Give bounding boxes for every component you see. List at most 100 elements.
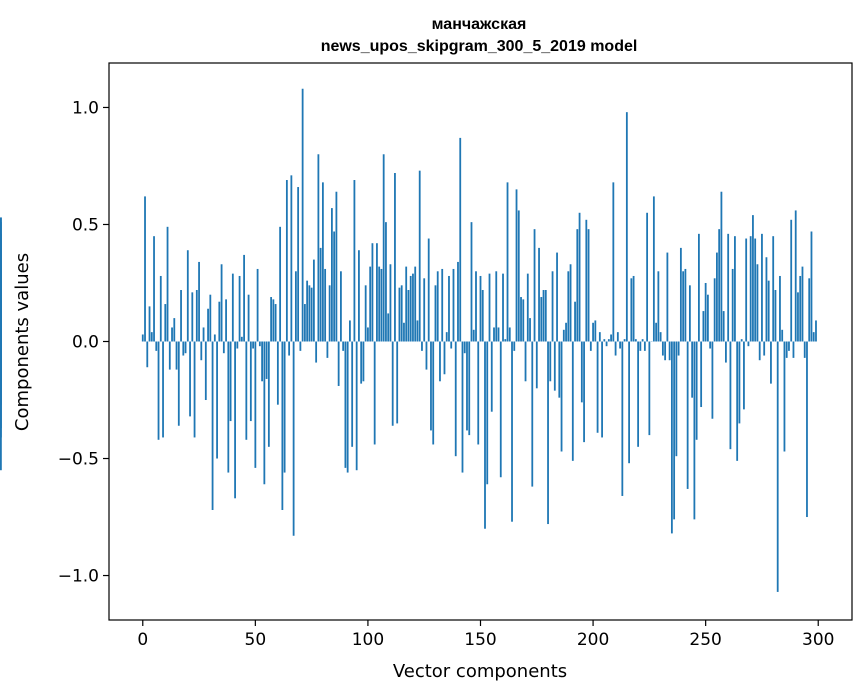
bar: [734, 236, 736, 342]
bar: [281, 341, 284, 510]
bar: [567, 271, 570, 342]
bar: [569, 264, 572, 342]
bar: [225, 299, 227, 342]
bar: [752, 215, 754, 342]
bar: [270, 297, 273, 342]
y-axis-ticks: −1.0 −0.5 0.0 0.5 1.0: [58, 98, 109, 587]
bar: [688, 285, 691, 342]
bar: [812, 332, 815, 342]
bar: [486, 341, 489, 485]
bar: [729, 341, 732, 450]
bar: [186, 250, 189, 342]
bar: [432, 341, 435, 445]
bar: [204, 341, 207, 401]
bar: [673, 341, 676, 520]
bar: [484, 341, 486, 529]
bar: [191, 292, 194, 342]
bar: [407, 290, 410, 342]
bar: [452, 268, 455, 342]
bar: [700, 341, 703, 408]
bar: [317, 154, 320, 342]
bar: [551, 271, 554, 342]
bar: [634, 339, 637, 342]
bar: [794, 210, 797, 342]
bar: [340, 271, 342, 342]
bar: [801, 266, 804, 342]
bar: [675, 341, 678, 457]
bar: [403, 322, 405, 342]
x-tick-label: 300: [802, 630, 834, 650]
bar: [574, 301, 576, 342]
bar: [722, 311, 725, 342]
bar: [621, 341, 624, 496]
bar: [686, 341, 689, 489]
bar: [761, 233, 763, 342]
bar: [276, 341, 279, 405]
bar: [774, 290, 777, 342]
chart-title-line-1: манчажская: [432, 16, 527, 33]
bar: [490, 341, 493, 412]
bar: [756, 264, 759, 342]
bar: [328, 285, 331, 342]
bar: [382, 154, 385, 342]
bar: [310, 287, 313, 342]
bar: [517, 210, 520, 342]
bar: [396, 341, 399, 424]
bar: [218, 301, 221, 342]
bar: [610, 334, 612, 342]
bar: [303, 304, 306, 342]
bar: [479, 275, 482, 342]
bar: [265, 341, 268, 379]
bar: [416, 320, 419, 342]
bar: [0, 233, 2, 342]
bar: [285, 180, 288, 342]
bar: [450, 341, 453, 349]
bar: [263, 341, 266, 485]
bar: [592, 322, 594, 342]
bar: [164, 304, 167, 342]
bar: [506, 182, 509, 342]
bar: [297, 187, 300, 342]
bar: [639, 341, 642, 351]
bar: [312, 259, 315, 342]
bar-series: [0, 88, 817, 592]
bar: [308, 285, 311, 342]
bar: [702, 311, 705, 342]
bar: [153, 236, 155, 342]
bar: [578, 212, 581, 342]
bar: [288, 341, 291, 356]
bar: [704, 282, 707, 342]
bar: [283, 341, 286, 473]
bar: [612, 182, 615, 342]
bar: [306, 280, 309, 342]
bar: [319, 247, 322, 342]
bar: [670, 341, 673, 534]
bar: [605, 341, 608, 347]
bar: [535, 341, 538, 389]
bar: [542, 290, 545, 342]
bar: [364, 285, 367, 342]
bar: [461, 341, 464, 473]
bar: [337, 341, 340, 386]
bar: [200, 341, 203, 361]
bar: [463, 341, 466, 354]
bar: [628, 341, 630, 464]
bar: [346, 341, 349, 473]
bar: [457, 261, 459, 342]
bar: [560, 341, 563, 452]
bar: [398, 287, 401, 342]
bar: [369, 266, 372, 342]
bar: [400, 285, 403, 342]
bar: [349, 320, 351, 342]
bar: [380, 268, 383, 342]
bar: [454, 341, 457, 457]
bar: [414, 266, 417, 342]
bar: [222, 341, 225, 354]
bar: [520, 297, 522, 342]
y-tick-label: 0.0: [72, 333, 99, 353]
bar: [335, 191, 338, 342]
bar: [362, 341, 365, 382]
bar: [743, 341, 745, 410]
y-tick-label: −1.0: [58, 567, 99, 587]
x-axis-label: Vector components: [393, 661, 567, 682]
